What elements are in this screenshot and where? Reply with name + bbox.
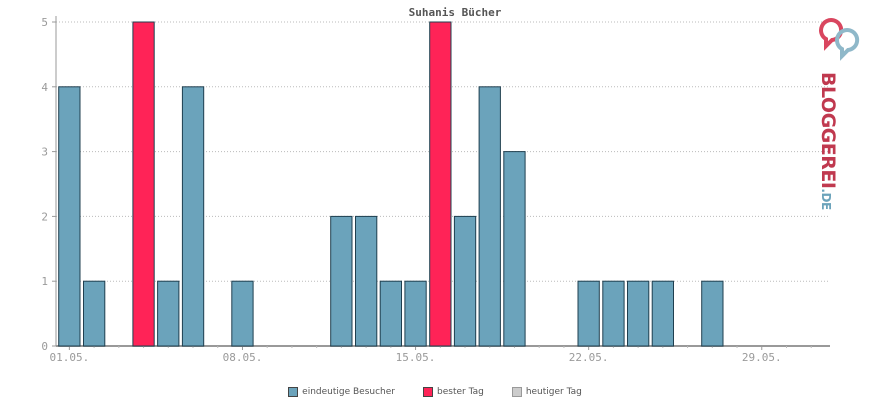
legend-swatch-today	[511, 387, 522, 397]
x-tick-label: 01.05.	[49, 351, 89, 364]
bar	[627, 280, 650, 347]
bloggerei-logo: BLOGGEREI.DE	[817, 18, 860, 210]
legend: eindeutige Besucher bester Tag heutiger …	[0, 385, 870, 399]
logo-text: BLOGGEREI.DE	[817, 72, 839, 210]
x-tick-label: 15.05.	[396, 351, 436, 364]
bar	[404, 280, 427, 347]
bar	[231, 280, 254, 347]
bars	[58, 21, 724, 347]
legend-swatch-best-day	[423, 387, 433, 397]
bar	[330, 215, 353, 347]
chart-title: Suhanis Bücher	[409, 6, 502, 19]
y-tick-label: 5	[41, 16, 48, 29]
bar-best-day	[132, 21, 155, 347]
bar	[181, 86, 205, 347]
legend-label-today: heutiger Tag	[525, 387, 582, 397]
legend-item-unique-visitors: eindeutige Besucher	[288, 385, 395, 399]
x-tick-label: 29.05.	[742, 351, 782, 364]
bar	[577, 280, 600, 347]
bar	[651, 280, 675, 347]
legend-item-best-day: bester Tag	[423, 385, 484, 399]
x-tick-label: 22.05.	[569, 351, 609, 364]
bar	[355, 215, 378, 347]
y-tick-label: 2	[41, 210, 48, 223]
legend-label-unique-visitors: eindeutige Besucher	[302, 387, 395, 397]
bar	[701, 280, 724, 347]
y-tick-label: 1	[41, 275, 48, 288]
bar	[157, 280, 180, 347]
logo-icon	[819, 18, 860, 61]
tick-labels: 0 1 2 3 4 5 01.05. 08.05. 15.05. 22.05. 29.05.	[41, 16, 781, 364]
y-tick-label: 0	[41, 340, 48, 353]
legend-item-today: heutiger Tag	[511, 385, 582, 399]
bar	[602, 280, 625, 347]
bar	[83, 280, 106, 347]
x-tick-label: 08.05.	[223, 351, 263, 364]
legend-swatch-unique-visitors	[288, 387, 299, 397]
y-tick-label: 3	[41, 146, 48, 159]
bar	[379, 280, 403, 347]
bar	[478, 86, 501, 347]
bar	[503, 151, 526, 347]
bar	[453, 215, 477, 347]
bar	[58, 86, 81, 347]
legend-label-best-day: bester Tag	[437, 387, 484, 397]
chart: Suhanis Bücher 0 1 2 3 4 5 01.05. 08.05. 15.05. 2…	[41, 6, 830, 364]
bar-best-day	[429, 21, 452, 347]
y-tick-label: 4	[41, 81, 48, 94]
